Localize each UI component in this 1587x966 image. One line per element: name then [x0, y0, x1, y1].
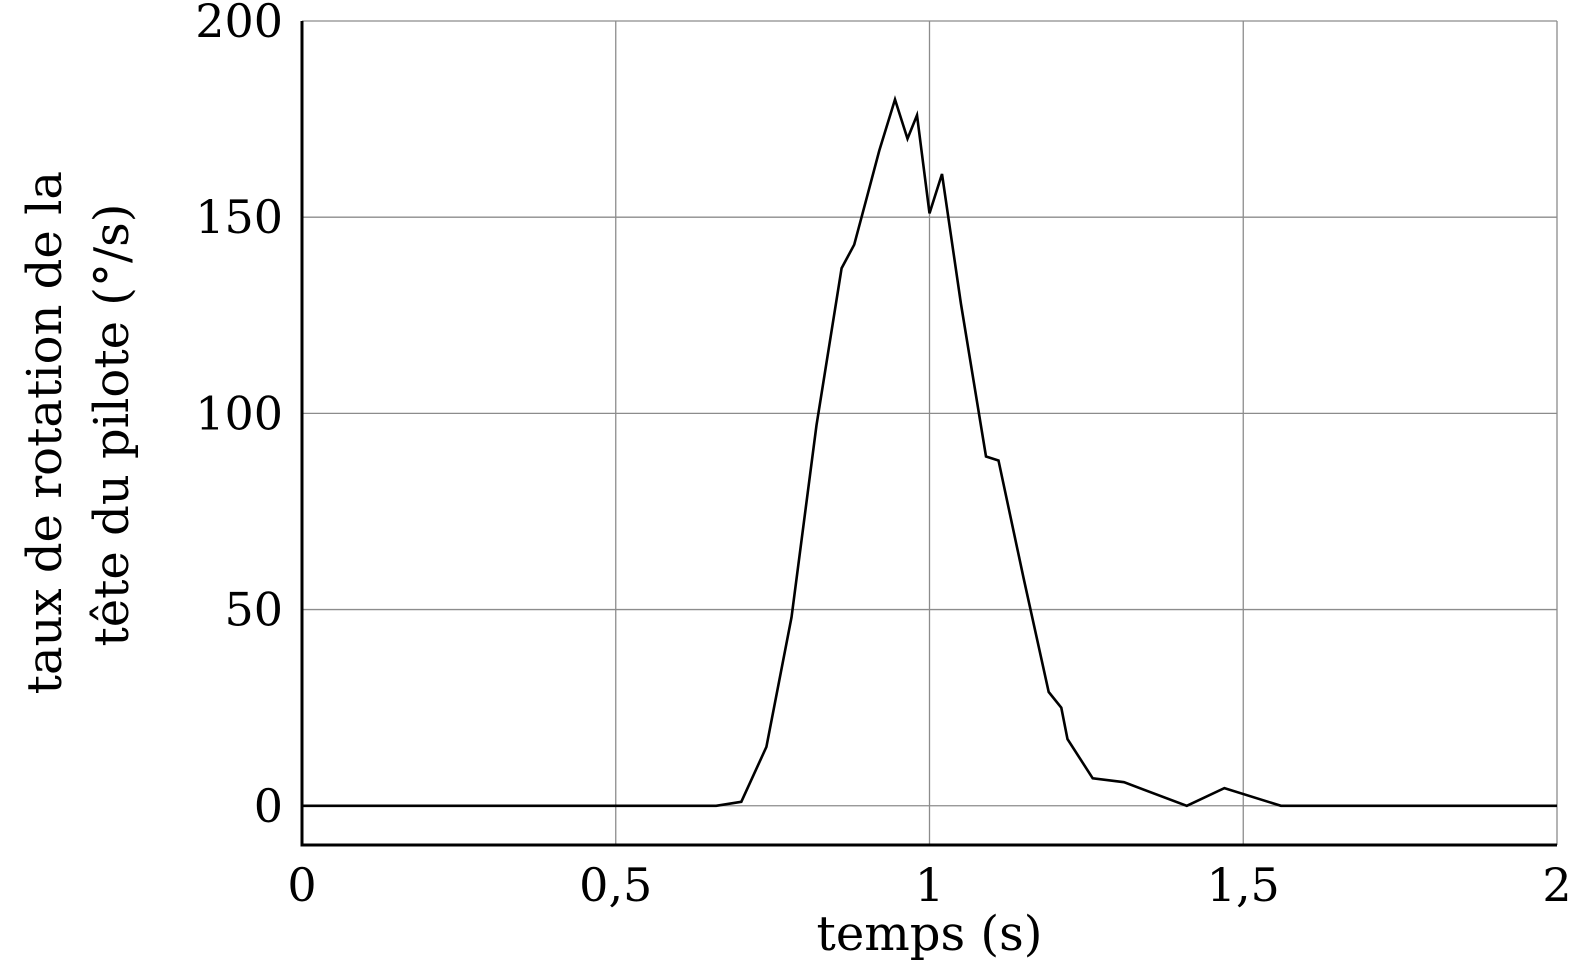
grid	[302, 20, 1558, 845]
x-tick-label: 1,5	[1207, 858, 1280, 912]
y-tick-label: 100	[195, 386, 283, 440]
axes	[300, 21, 1557, 847]
series-group	[302, 95, 1557, 808]
x-tick-label: 0	[287, 858, 316, 912]
y-tick-label: 200	[195, 0, 283, 48]
x-tick-labels: 0 0,5 1 1,5 2	[287, 858, 1571, 912]
x-tick-label: 1	[915, 858, 944, 912]
y-tick-label: 150	[195, 190, 283, 244]
y-tick-labels: 0 50 100 150 200	[195, 0, 283, 833]
x-axis-title: temps (s)	[817, 906, 1043, 962]
y-axis-title-line-1: taux de rotation de la	[17, 171, 73, 694]
y-axis-title: taux de rotation de la tête du pilote (°…	[17, 156, 140, 695]
y-axis-title-line-2: tête du pilote (°/s)	[84, 203, 140, 646]
x-tick-label: 2	[1542, 858, 1571, 912]
series-line	[302, 95, 1557, 808]
y-tick-label: 0	[254, 779, 283, 833]
x-tick-label: 0,5	[579, 858, 652, 912]
y-tick-label: 50	[224, 583, 283, 637]
